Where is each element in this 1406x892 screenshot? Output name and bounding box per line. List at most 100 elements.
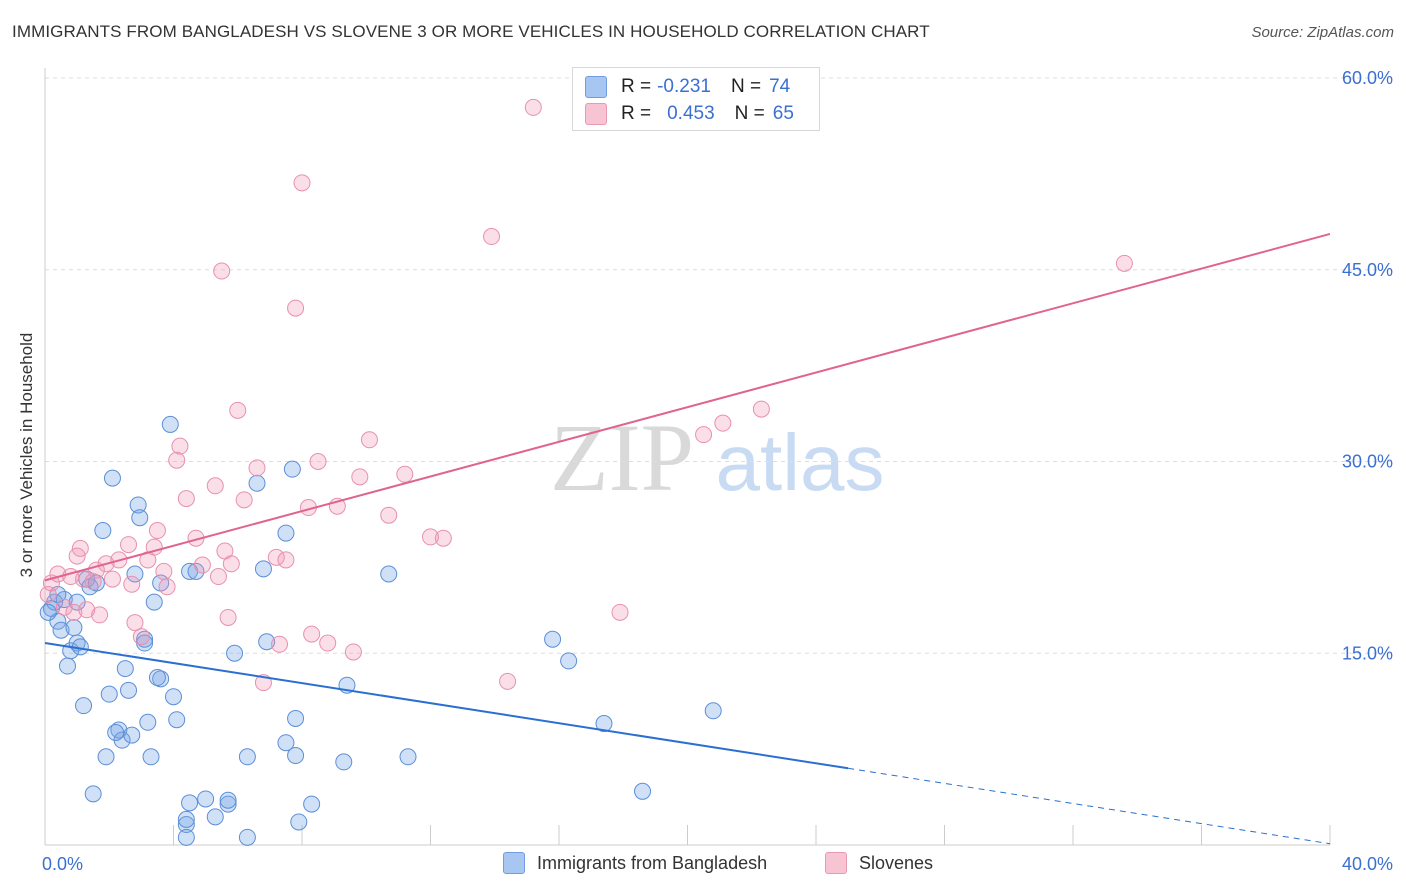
stats-row-slovenes: R = 0.453 N = 65 (585, 102, 814, 126)
bangladesh-point (277, 734, 295, 752)
bangladesh-trend-line (44, 642, 849, 770)
watermark-zip: ZIP (550, 404, 694, 511)
n-value: 74 (769, 76, 791, 97)
bangladesh-point (238, 828, 256, 846)
slovene-point (75, 570, 93, 588)
bangladesh-point (84, 785, 102, 803)
bangladesh-point (206, 808, 224, 826)
bangladesh-point (197, 790, 215, 808)
legend-item-slovenes: Slovenes (825, 852, 933, 874)
slovene-point (611, 603, 629, 621)
bangladesh-point (177, 810, 195, 828)
slovene-point (126, 614, 144, 632)
legend-swatch-blue (585, 76, 607, 98)
slovene-point (344, 643, 362, 661)
slovene-point (1115, 254, 1133, 272)
bangladesh-point (39, 603, 57, 621)
n-value: 65 (772, 103, 794, 124)
slovene-point (206, 477, 224, 495)
bangladesh-point (287, 747, 305, 765)
x-tick-label: 40.0% (1342, 854, 1393, 874)
slovene-point (209, 568, 227, 586)
bangladesh-point (283, 460, 301, 478)
legend-label: Slovenes (859, 852, 934, 873)
bangladesh-point (258, 633, 276, 651)
bangladesh-point (399, 748, 417, 766)
axes (44, 68, 1331, 846)
legend-swatch-blue (503, 852, 525, 874)
slovene-point (229, 401, 247, 419)
bangladesh-point (110, 721, 128, 739)
y-tick-label: 45.0% (1342, 260, 1393, 280)
bangladesh-point (103, 469, 121, 487)
slovene-point (120, 536, 138, 554)
bangladesh-point (277, 524, 295, 542)
slovene-point (171, 437, 189, 455)
tick-labels: 15.0% 30.0% 45.0% 60.0% 0.0% 40.0% (42, 68, 1393, 874)
bangladesh-point (145, 593, 163, 611)
bangladesh-point (254, 560, 272, 578)
legend-item-bangladesh: Immigrants from Bangladesh (503, 852, 767, 874)
slovene-point (91, 606, 109, 624)
slovene-point (71, 539, 89, 557)
slovene-point (752, 400, 770, 418)
y-axis-title: 3 or more Vehicles in Household (17, 332, 36, 578)
bangladesh-point (181, 794, 199, 812)
slovene-point (422, 528, 439, 546)
legend-label: Immigrants from Bangladesh (537, 852, 768, 873)
bangladesh-point (116, 660, 134, 678)
bangladesh-point (126, 565, 144, 583)
slovene-point (396, 465, 414, 483)
bangladesh-point (136, 630, 154, 648)
r-value: 0.453 (667, 103, 715, 124)
bangladesh-point (238, 748, 256, 766)
slovene-point (132, 628, 150, 646)
x-tick-label: 0.0% (42, 854, 83, 874)
bangladesh-trend-extension (848, 767, 1331, 845)
slovene-point (695, 426, 713, 444)
source-label: Source: ZipAtlas.com (1251, 24, 1394, 41)
bangladesh-point (120, 681, 138, 699)
bangladesh-point (704, 702, 722, 720)
bangladesh-point (226, 644, 244, 662)
bangladesh-point (139, 713, 157, 731)
stats-row-bangladesh: R = -0.231 N = 74 (585, 75, 810, 99)
slovene-point (123, 575, 141, 593)
slovene-point (271, 635, 289, 653)
chart-title: IMMIGRANTS FROM BANGLADESH VS SLOVENE 3 … (12, 22, 930, 41)
data-points (39, 98, 1133, 846)
slovene-point (213, 262, 231, 280)
bangladesh-point (49, 612, 67, 630)
bangladesh-point (177, 816, 195, 834)
watermark-atlas: atlas (716, 418, 885, 507)
bangladesh-point (187, 562, 205, 580)
slovene-point (219, 608, 237, 626)
n-label: N = (734, 103, 765, 124)
bangladesh-point (161, 415, 179, 433)
slovene-point (499, 672, 517, 690)
grid-lines (45, 77, 1392, 654)
slovene-point (55, 598, 73, 616)
bangladesh-point (290, 813, 308, 831)
bangladesh-point (248, 474, 266, 492)
y-tick-label: 60.0% (1342, 68, 1393, 88)
n-label: N = (730, 76, 762, 97)
slovene-point (148, 522, 166, 540)
bangladesh-point (107, 724, 125, 742)
bangladesh-point (129, 496, 147, 514)
slovene-point (380, 506, 398, 524)
slovene-point (65, 603, 83, 621)
bangladesh-point (58, 657, 76, 675)
bangladesh-point (177, 828, 195, 846)
slovene-trend-line (44, 232, 1331, 582)
bangladesh-point (123, 726, 141, 744)
legend-swatch-pink (825, 852, 847, 874)
bangladesh-point (168, 711, 186, 729)
stats-legend: R = -0.231 N = 74 R = 0.453 N = 65 (572, 67, 820, 131)
slovene-point (714, 414, 732, 432)
bangladesh-point (560, 652, 578, 670)
y-tick-label: 30.0% (1342, 452, 1393, 472)
trend-lines (44, 232, 1331, 845)
legend-swatch-pink (585, 103, 607, 125)
